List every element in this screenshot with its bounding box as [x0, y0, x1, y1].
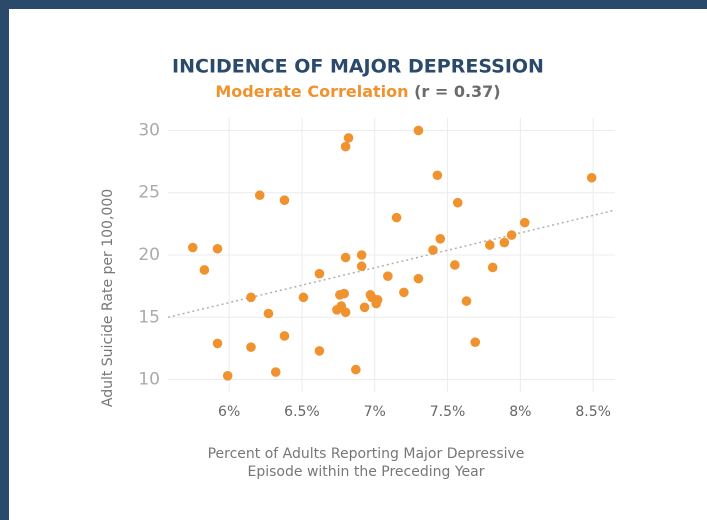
- x-tick-label: 6%: [218, 404, 240, 420]
- data-point: [199, 265, 210, 275]
- data-point: [499, 237, 510, 248]
- data-point: [222, 371, 233, 381]
- data-point: [339, 288, 349, 299]
- subtitle-main: Moderate Correlation: [215, 82, 408, 101]
- data-point: [413, 125, 424, 136]
- data-point: [314, 268, 325, 279]
- subtitle-note: (r = 0.37): [414, 82, 501, 101]
- data-point: [340, 141, 351, 152]
- data-point: [254, 190, 265, 201]
- data-point: [340, 252, 351, 263]
- data-point: [314, 346, 325, 356]
- data-point: [212, 338, 223, 349]
- data-point: [391, 212, 402, 223]
- frame-top: [0, 0, 707, 9]
- x-axis-label-line: Percent of Adults Reporting Major Depres…: [208, 446, 525, 462]
- data-point: [506, 230, 517, 240]
- data-point: [399, 287, 409, 298]
- data-point: [263, 308, 274, 319]
- data-point: [413, 273, 424, 284]
- x-axis-label-line: Episode within the Preceding Year: [248, 464, 485, 480]
- data-point: [586, 172, 597, 183]
- x-tick-label: 8%: [509, 404, 531, 420]
- data-point: [432, 170, 443, 181]
- data-point: [359, 302, 370, 313]
- data-point: [356, 250, 367, 260]
- y-tick-label: 30: [138, 120, 160, 140]
- chart-title: INCIDENCE OF MAJOR DEPRESSION: [172, 56, 544, 78]
- data-point: [428, 245, 438, 255]
- data-point: [371, 298, 382, 309]
- data-point: [487, 262, 498, 273]
- trend-line: [167, 209, 616, 319]
- data-point: [450, 260, 460, 270]
- data-point: [452, 197, 463, 208]
- data-point: [356, 261, 367, 272]
- y-tick-label: 15: [138, 307, 160, 327]
- data-point: [246, 342, 256, 352]
- y-tick-label: 10: [138, 370, 160, 390]
- data-point: [246, 292, 256, 303]
- x-tick-label: 6.5%: [284, 404, 320, 420]
- data-point: [470, 337, 481, 347]
- x-tick-label: 7%: [364, 404, 386, 420]
- data-point: [279, 195, 290, 205]
- y-tick-label: 20: [138, 245, 160, 265]
- data-point: [519, 217, 530, 228]
- y-tick-label: 25: [138, 183, 160, 203]
- frame-left: [0, 0, 9, 520]
- data-point: [279, 331, 290, 341]
- data-point: [461, 296, 472, 306]
- data-point: [187, 242, 198, 253]
- data-point: [340, 307, 351, 318]
- y-axis-label: Adult Suicide Rate per 100,000: [100, 189, 116, 407]
- x-tick-label: 8.5%: [575, 404, 611, 420]
- data-point: [435, 234, 446, 244]
- data-point: [298, 292, 309, 303]
- data-point: [343, 133, 354, 143]
- data-point: [351, 364, 361, 375]
- data-point: [270, 367, 281, 377]
- chart-subtitle: Moderate Correlation (r = 0.37): [215, 82, 500, 101]
- data-point: [484, 240, 495, 250]
- data-point: [212, 243, 223, 254]
- x-tick-label: 7.5%: [430, 404, 466, 420]
- data-point: [383, 271, 393, 281]
